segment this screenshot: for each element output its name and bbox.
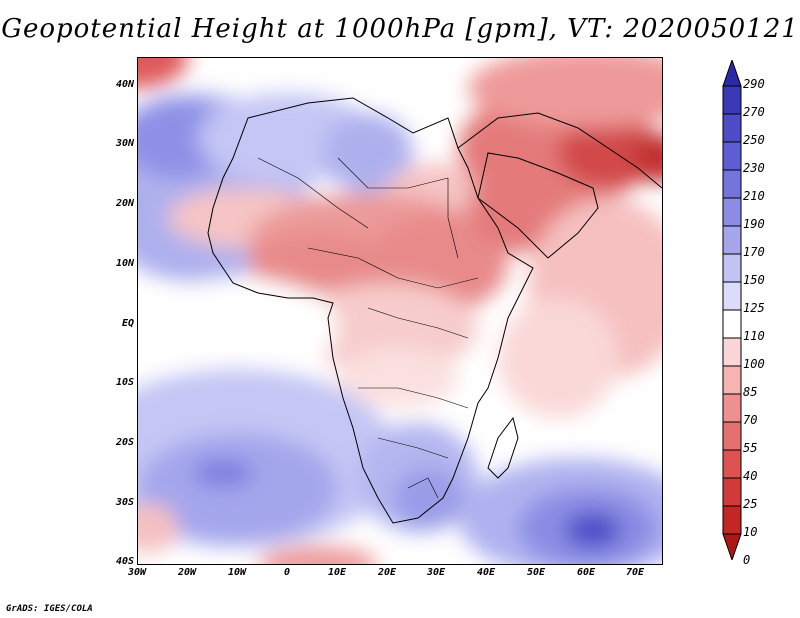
colorbar-swatch	[722, 169, 742, 199]
colorbar-swatch	[722, 197, 742, 227]
lat-label-30n: 30N	[115, 138, 134, 149]
colorbar-label: 70	[743, 413, 758, 427]
lat-label-30s: 30S	[115, 497, 134, 508]
lon-label-0: 0	[283, 567, 291, 578]
colorbar-label: 40	[743, 469, 758, 483]
colorbar-swatch	[722, 449, 742, 479]
colorbar-label: 270	[743, 105, 765, 119]
colorbar-label: 85	[743, 385, 758, 399]
lat-label-20s: 20S	[115, 437, 134, 448]
colorbar-swatch	[722, 253, 742, 283]
colorbar-label: 0	[743, 553, 751, 567]
lon-label-30w: 30W	[127, 567, 147, 578]
lon-label-10w: 10W	[227, 567, 247, 578]
map-title: Geopotential Height at 1000hPa [gpm], VT…	[1, 14, 799, 44]
colorbar-swatch	[722, 393, 742, 423]
colorbar-label: 250	[743, 133, 765, 147]
colorbar-swatch	[722, 85, 742, 115]
colorbar-label: 150	[743, 273, 765, 287]
colorbar-label: 100	[743, 357, 765, 371]
lon-label-20w: 20W	[177, 567, 197, 578]
colorbar-label: 170	[743, 245, 765, 259]
lat-label-eq: EQ	[121, 318, 134, 329]
country-borders	[257, 157, 479, 499]
colorbar-label: 290	[743, 77, 765, 91]
colorbar-swatch	[722, 141, 742, 171]
colorbar-swatch	[722, 60, 742, 87]
lon-label-40e: 40E	[476, 567, 496, 578]
lon-label-60e: 60E	[576, 567, 596, 578]
colorbar-swatch	[722, 225, 742, 255]
colorbar-swatch	[722, 113, 742, 143]
colorbar-label: 125	[743, 301, 765, 315]
colorbar-swatch	[722, 309, 742, 339]
lon-label-30e: 30E	[426, 567, 446, 578]
lon-label-10e: 10E	[327, 567, 347, 578]
lat-label-40n: 40N	[115, 79, 134, 90]
lon-label-20e: 20E	[377, 567, 397, 578]
colorbar-label: 210	[743, 189, 765, 203]
lat-label-20n: 20N	[115, 198, 134, 209]
lon-label-50e: 50E	[526, 567, 546, 578]
colorbar-label: 230	[743, 161, 765, 175]
colorbar-swatch	[722, 281, 742, 311]
colorbar-swatch	[722, 533, 742, 560]
colorbar-swatch	[722, 421, 742, 451]
colorbar-label: 10	[743, 525, 758, 539]
grads-credit: GrADS: IGES/COLA	[6, 604, 93, 614]
colorbar-swatch	[722, 337, 742, 367]
colorbar-label: 25	[743, 497, 758, 511]
lat-label-10s: 10S	[115, 377, 134, 388]
colorbar-swatch	[722, 477, 742, 507]
colorbar	[722, 60, 742, 560]
colorbar-label: 110	[743, 329, 765, 343]
map-panel	[137, 57, 663, 565]
lat-label-10n: 10N	[115, 258, 134, 269]
coastlines	[207, 97, 662, 524]
colorbar-swatch	[722, 365, 742, 395]
lat-label-40s: 40S	[115, 556, 134, 567]
colorbar-label: 190	[743, 217, 765, 231]
colorbar-swatch	[722, 505, 742, 535]
colorbar-label: 55	[743, 441, 758, 455]
geopotential-field-map	[138, 58, 662, 564]
lon-label-70e: 70E	[625, 567, 645, 578]
